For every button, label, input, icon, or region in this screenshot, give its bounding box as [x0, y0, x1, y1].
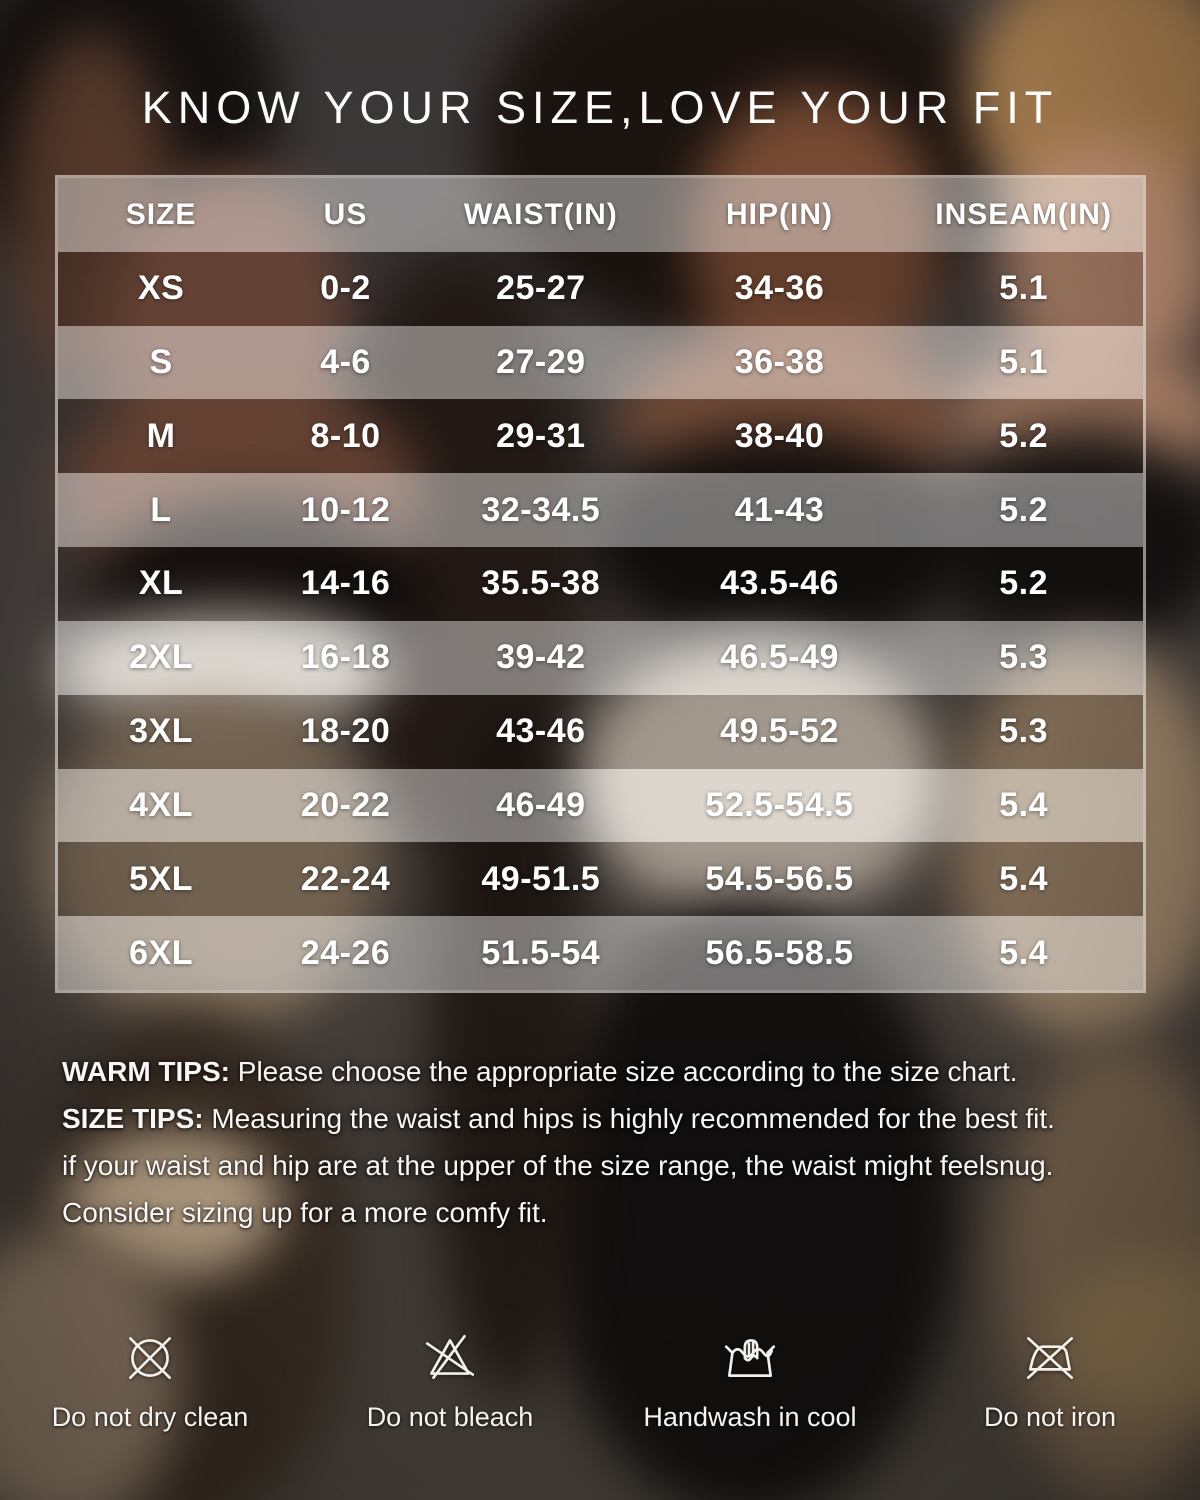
cell-inseam: 5.2: [999, 564, 1048, 603]
size-chart-table: SIZE US WAIST(IN) HIP(IN) INSEAM(IN) XS …: [55, 175, 1146, 993]
size-tips-text: Measuring the waist and hips is highly r…: [203, 1103, 1055, 1134]
column-header-us: US: [323, 197, 368, 231]
cell-size: 5XL: [129, 859, 193, 898]
column-header-inseam: INSEAM(IN): [935, 197, 1112, 231]
cell-us: 18-20: [300, 712, 391, 751]
care-instructions: Do not dry clean Do not bleach Handwash …: [0, 1326, 1200, 1433]
care-item-dry-clean: Do not dry clean: [0, 1326, 300, 1433]
cell-hip: 38-40: [734, 416, 825, 455]
cell-size: XL: [138, 564, 184, 603]
do-not-iron-icon: [1026, 1337, 1074, 1380]
warm-tips-line: WARM TIPS: Please choose the appropriate…: [62, 1048, 1152, 1095]
care-label: Do not iron: [983, 1402, 1117, 1432]
cell-inseam: 5.2: [999, 416, 1048, 455]
cell-inseam: 5.1: [999, 343, 1048, 382]
cell-hip: 56.5-58.5: [705, 933, 854, 972]
cell-size: 4XL: [129, 785, 193, 824]
do-not-dry-clean-icon: [129, 1337, 171, 1380]
cell-waist: 35.5-38: [481, 564, 601, 603]
table-row-4xl: 4XL 20-22 46-49 52.5-54.5 5.4: [58, 768, 1143, 843]
table-row-m: M 8-10 29-31 38-40 5.2: [58, 399, 1143, 474]
cell-us: 14-16: [300, 564, 391, 603]
table-row-xl: XL 14-16 35.5-38 43.5-46 5.2: [58, 547, 1143, 621]
cell-us: 8-10: [310, 416, 381, 455]
cell-size: 3XL: [129, 712, 193, 751]
cell-inseam: 5.4: [999, 859, 1048, 898]
cell-waist: 46-49: [496, 785, 586, 824]
cell-hip: 36-38: [734, 343, 825, 382]
cell-inseam: 5.3: [999, 712, 1048, 751]
cell-waist: 49-51.5: [481, 859, 601, 898]
cell-us: 16-18: [300, 638, 391, 677]
cell-hip: 49.5-52: [720, 712, 839, 751]
handwash-icon: [724, 1339, 776, 1377]
care-item-bleach: Do not bleach: [300, 1326, 600, 1433]
table-row-6xl: 6XL 24-26 51.5-54 56.5-58.5 5.4: [58, 916, 1143, 990]
cell-waist: 27-29: [496, 343, 586, 382]
size-tips-label: SIZE TIPS:: [62, 1103, 204, 1134]
cell-hip: 34-36: [734, 269, 825, 308]
cell-size: 6XL: [129, 933, 193, 972]
cell-hip: 41-43: [734, 490, 825, 529]
cell-size: S: [149, 343, 173, 382]
care-label: Do not dry clean: [51, 1402, 249, 1432]
table-row-5xl: 5XL 22-24 49-51.5 54.5-56.5 5.4: [58, 842, 1143, 917]
cell-us: 24-26: [300, 933, 391, 972]
cell-inseam: 5.2: [999, 490, 1048, 529]
size-tips-line: SIZE TIPS: Measuring the waist and hips …: [62, 1095, 1152, 1142]
warm-tips-label: WARM TIPS:: [62, 1056, 230, 1087]
cell-us: 10-12: [300, 490, 391, 529]
cell-waist: 39-42: [496, 638, 586, 677]
cell-inseam: 5.4: [999, 933, 1048, 972]
cell-us: 0-2: [320, 269, 371, 308]
care-item-iron: Do not iron: [900, 1326, 1200, 1433]
cell-inseam: 5.4: [999, 785, 1048, 824]
cell-inseam: 5.3: [999, 638, 1048, 677]
cell-hip: 46.5-49: [720, 638, 839, 677]
cell-waist: 32-34.5: [481, 490, 601, 529]
table-row-3xl: 3XL 18-20 43-46 49.5-52 5.3: [58, 694, 1143, 769]
cell-us: 4-6: [320, 343, 371, 382]
warm-tips-text: Please choose the appropriate size accor…: [230, 1056, 1018, 1087]
cell-waist: 43-46: [496, 712, 586, 751]
cell-size: M: [146, 416, 176, 455]
size-chart-header-row: SIZE US WAIST(IN) HIP(IN) INSEAM(IN): [58, 178, 1143, 252]
sizing-tips: WARM TIPS: Please choose the appropriate…: [62, 1048, 1152, 1236]
cell-size: L: [150, 490, 172, 529]
table-row-2xl: 2XL 16-18 39-42 46.5-49 5.3: [58, 620, 1143, 695]
cell-hip: 52.5-54.5: [705, 785, 854, 824]
cell-us: 22-24: [300, 859, 391, 898]
column-header-hip: HIP(IN): [726, 197, 833, 231]
cell-waist: 51.5-54: [481, 933, 601, 972]
column-header-size: SIZE: [125, 197, 197, 231]
cell-us: 20-22: [300, 785, 391, 824]
cell-waist: 25-27: [496, 269, 586, 308]
size-tips-line-3: Consider sizing up for a more comfy fit.: [62, 1197, 548, 1228]
page-title: KNOW YOUR SIZE,LOVE YOUR FIT: [141, 82, 1059, 133]
table-row-xs: XS 0-2 25-27 34-36 5.1: [58, 251, 1143, 326]
table-row-s: S 4-6 27-29 36-38 5.1: [58, 325, 1143, 400]
do-not-bleach-icon: [425, 1334, 475, 1380]
cell-waist: 29-31: [496, 416, 586, 455]
column-header-waist: WAIST(IN): [463, 197, 618, 231]
table-row-l: L 10-12 32-34.5 41-43 5.2: [58, 473, 1143, 548]
cell-size: 2XL: [129, 638, 193, 677]
care-label: Do not bleach: [366, 1402, 534, 1432]
cell-hip: 43.5-46: [720, 564, 839, 603]
care-label: Handwash in cool: [643, 1402, 857, 1432]
cell-inseam: 5.1: [999, 269, 1048, 308]
care-item-handwash: Handwash in cool: [600, 1326, 900, 1433]
cell-size: XS: [137, 269, 185, 308]
cell-hip: 54.5-56.5: [705, 859, 854, 898]
size-tips-line-2: if your waist and hip are at the upper o…: [62, 1150, 1054, 1181]
